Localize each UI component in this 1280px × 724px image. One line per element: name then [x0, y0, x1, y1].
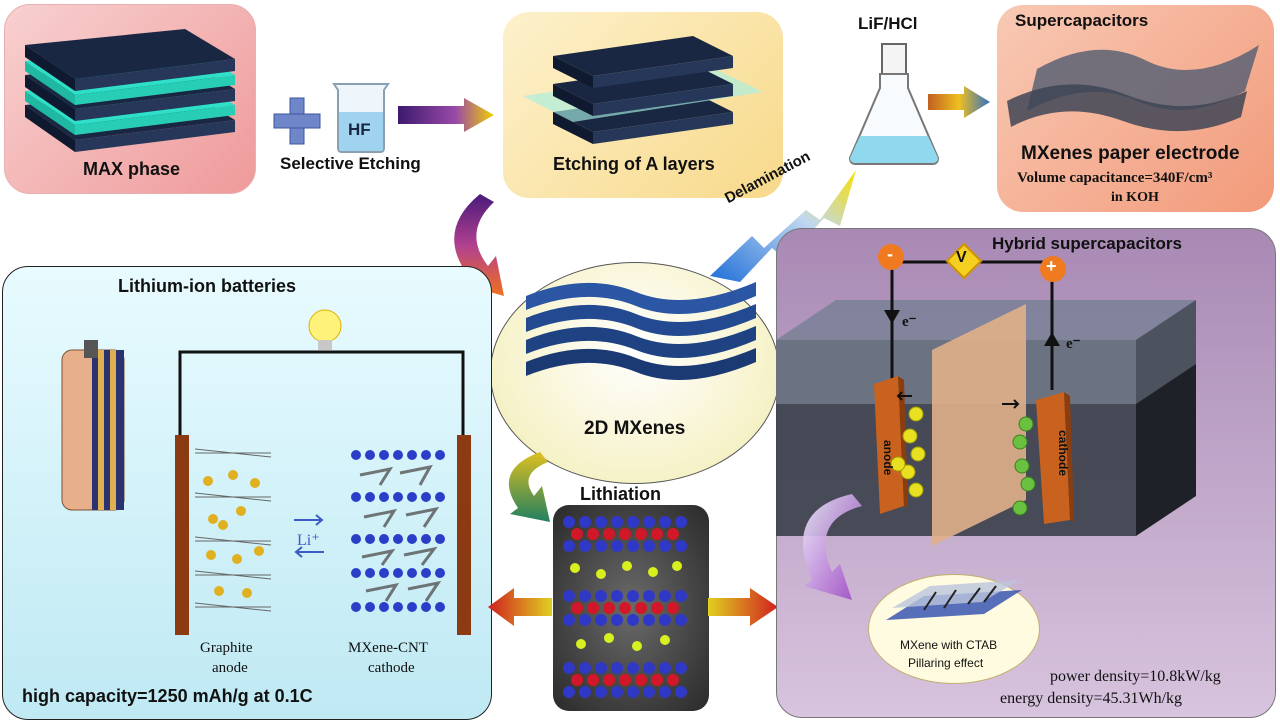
ion-exchange-arrows [294, 514, 324, 558]
arrow-left-icon [488, 588, 552, 626]
flask-icon [848, 43, 940, 165]
hybrid-circuit [884, 260, 1060, 390]
mxene-cnt-cathode-line2: cathode [368, 660, 415, 676]
graphite-anode-line1: Graphite [200, 640, 253, 656]
volt-label: V [956, 249, 967, 266]
minus-label: - [887, 244, 893, 264]
electron-right-label: e⁻ [1066, 336, 1081, 352]
anode-label: anode [881, 440, 895, 476]
light-bulb-icon [308, 309, 342, 350]
high-capacity-label: high capacity=1250 mAh/g at 0.1C [22, 686, 313, 706]
volume-capacitance-label: Volume capacitance=340F/cm³ [1017, 170, 1213, 186]
selective-etching-label: Selective Etching [280, 154, 421, 173]
max-phase-panel: MAX phase [4, 4, 256, 194]
graphite-anode-illustration [194, 448, 272, 612]
graphite-anode-line2: anode [212, 660, 248, 676]
max-phase-layers-illustration [25, 29, 235, 152]
max-phase-label: MAX phase [83, 159, 181, 179]
minus-terminal [878, 244, 904, 270]
electron-left-label: e⁻ [902, 314, 917, 330]
battery-circuit [175, 350, 471, 635]
arrow-right-icon-2 [928, 86, 990, 118]
supercapacitors-title: Supercapacitors [1015, 11, 1149, 30]
arrow-right-icon [398, 98, 494, 132]
supercapacitors-panel: Supercapacitors MXenes paper electrode V… [997, 5, 1274, 212]
medium-label: in KOH [1111, 190, 1159, 205]
mxenes-paper-electrode-label: MXenes paper electrode [1021, 143, 1240, 164]
cathode-label: cathode [1056, 430, 1070, 477]
delamination-arrow [710, 170, 856, 282]
ctab-pillaring-illustration [886, 580, 1022, 620]
lithiation-lattice-illustration [563, 516, 687, 698]
plus-icon [273, 97, 321, 145]
mxene-paper-illustration [1007, 45, 1259, 132]
power-density-label: power density=10.8kW/kg [1050, 668, 1221, 685]
mxenes-2d-sheets-illustration [526, 282, 756, 380]
hybrid-electrodes [874, 376, 1074, 524]
plus-terminal [1040, 256, 1066, 282]
lithiation-label: Lithiation [580, 484, 661, 504]
etching-a-layers-label: Etching of A layers [553, 154, 715, 174]
hf-beaker-icon [332, 83, 390, 153]
ctab-line1: MXene with CTAB [900, 638, 998, 652]
mxenes-2d-label: 2D MXenes [584, 418, 686, 439]
curved-arrow-lithiation-icon [508, 452, 550, 522]
lithium-ion-title: Lithium-ion batteries [118, 276, 297, 296]
mxene-cnt-cathode-illustration [351, 450, 445, 612]
lif-hcl-label: LiF/HCl [858, 14, 918, 33]
etched-layers-illustration [523, 36, 763, 144]
energy-density-label: energy density=45.31Wh/kg [1000, 690, 1183, 707]
hf-label: HF [348, 120, 371, 139]
etching-panel: Etching of A layers [503, 12, 783, 198]
battery-cell-icon [61, 340, 125, 511]
hybrid-supercap-title: Hybrid supercapacitors [992, 234, 1182, 253]
arrow-right-icon-3 [708, 588, 778, 626]
ctab-curved-arrow-icon [803, 494, 862, 600]
li-ion-label: Li⁺ [297, 532, 320, 549]
mxene-cnt-cathode-line1: MXene-CNT [348, 640, 428, 656]
plus-label: + [1046, 256, 1057, 276]
ctab-line2: Pillaring effect [908, 656, 984, 670]
